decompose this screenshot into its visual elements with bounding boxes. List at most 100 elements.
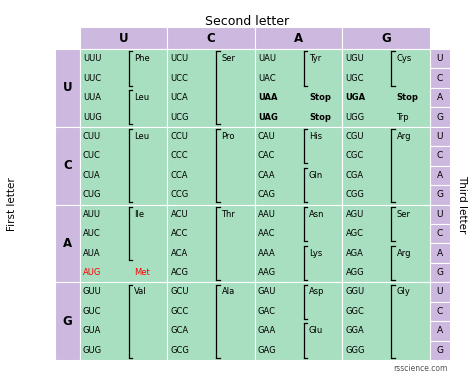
Bar — [430, 224, 450, 243]
Bar — [167, 204, 255, 282]
Text: G: G — [382, 32, 391, 45]
Text: UCG: UCG — [171, 112, 189, 122]
Text: U: U — [437, 210, 443, 219]
Text: CUU: CUU — [83, 132, 101, 141]
Text: ACC: ACC — [171, 229, 188, 238]
Text: CGU: CGU — [346, 132, 364, 141]
Text: rsscience.com: rsscience.com — [393, 364, 448, 373]
Bar — [167, 27, 255, 49]
Text: AGC: AGC — [346, 229, 364, 238]
Text: AAG: AAG — [258, 268, 276, 277]
Text: G: G — [63, 315, 73, 328]
Text: CCG: CCG — [171, 190, 189, 199]
Text: U: U — [437, 132, 443, 141]
Text: UAG: UAG — [258, 112, 278, 122]
Text: Second letter: Second letter — [205, 15, 289, 28]
Bar — [430, 68, 450, 88]
Bar — [343, 49, 430, 127]
Bar — [343, 282, 430, 360]
Text: G: G — [437, 268, 444, 277]
Text: GGU: GGU — [346, 288, 365, 297]
Bar — [167, 282, 255, 360]
Bar — [80, 49, 167, 127]
Text: UUA: UUA — [83, 93, 101, 102]
Text: UGA: UGA — [346, 93, 365, 102]
Text: UAC: UAC — [258, 74, 275, 82]
Bar — [430, 127, 450, 146]
Text: Ser: Ser — [396, 210, 410, 219]
Text: U: U — [437, 288, 443, 297]
Text: C: C — [437, 74, 443, 82]
Text: CGG: CGG — [346, 190, 365, 199]
Text: UCA: UCA — [171, 93, 188, 102]
Text: Phe: Phe — [134, 54, 150, 63]
Text: AAC: AAC — [258, 229, 275, 238]
Text: Glu: Glu — [309, 326, 323, 335]
Text: GCC: GCC — [171, 307, 189, 316]
Text: UUU: UUU — [83, 54, 101, 63]
Text: Cys: Cys — [396, 54, 412, 63]
Text: U: U — [437, 54, 443, 63]
Text: UCC: UCC — [171, 74, 188, 82]
Bar — [55, 204, 80, 282]
Bar — [430, 204, 450, 224]
Bar — [255, 27, 343, 49]
Bar — [343, 27, 430, 49]
Bar — [80, 204, 167, 282]
Text: AUA: AUA — [83, 249, 100, 258]
Bar — [430, 243, 450, 263]
Bar — [430, 263, 450, 282]
Text: Ala: Ala — [221, 288, 235, 297]
Text: C: C — [437, 307, 443, 316]
Bar — [167, 127, 255, 204]
Bar — [80, 27, 167, 49]
Bar — [55, 49, 80, 127]
Bar — [430, 49, 450, 68]
Bar — [430, 340, 450, 360]
Text: A: A — [437, 249, 443, 258]
Text: UGU: UGU — [346, 54, 364, 63]
Text: Arg: Arg — [396, 132, 411, 141]
Text: UGG: UGG — [346, 112, 365, 122]
Text: AUG: AUG — [83, 268, 101, 277]
Text: Lys: Lys — [309, 249, 322, 258]
Bar — [80, 282, 167, 360]
Text: A: A — [63, 237, 72, 250]
Text: Tyr: Tyr — [309, 54, 321, 63]
Text: ACU: ACU — [171, 210, 188, 219]
Text: U: U — [63, 81, 73, 94]
Bar — [430, 107, 450, 127]
Text: GCU: GCU — [171, 288, 189, 297]
Text: C: C — [437, 152, 443, 160]
Text: U: U — [119, 32, 128, 45]
Text: GGC: GGC — [346, 307, 365, 316]
Text: G: G — [437, 190, 444, 199]
Text: A: A — [437, 93, 443, 102]
Bar — [430, 302, 450, 321]
Bar — [430, 166, 450, 185]
Bar — [167, 49, 255, 127]
Text: Ile: Ile — [134, 210, 144, 219]
Text: Leu: Leu — [134, 93, 149, 102]
Text: G: G — [437, 346, 444, 355]
Text: GUG: GUG — [83, 346, 102, 355]
Text: GUC: GUC — [83, 307, 101, 316]
Text: Trp: Trp — [396, 112, 409, 122]
Text: Ser: Ser — [221, 54, 236, 63]
Text: CCA: CCA — [171, 171, 188, 180]
Text: AAA: AAA — [258, 249, 276, 258]
Text: Pro: Pro — [221, 132, 235, 141]
Text: GAG: GAG — [258, 346, 277, 355]
Bar — [255, 49, 343, 127]
Text: UUG: UUG — [83, 112, 102, 122]
Bar — [80, 127, 167, 204]
Text: His: His — [309, 132, 322, 141]
Text: ACG: ACG — [171, 268, 189, 277]
Text: Third letter: Third letter — [457, 176, 467, 234]
Text: A: A — [437, 171, 443, 180]
Text: UGC: UGC — [346, 74, 364, 82]
Text: CUG: CUG — [83, 190, 101, 199]
Text: AGG: AGG — [346, 268, 364, 277]
Bar — [343, 127, 430, 204]
Bar — [430, 185, 450, 204]
